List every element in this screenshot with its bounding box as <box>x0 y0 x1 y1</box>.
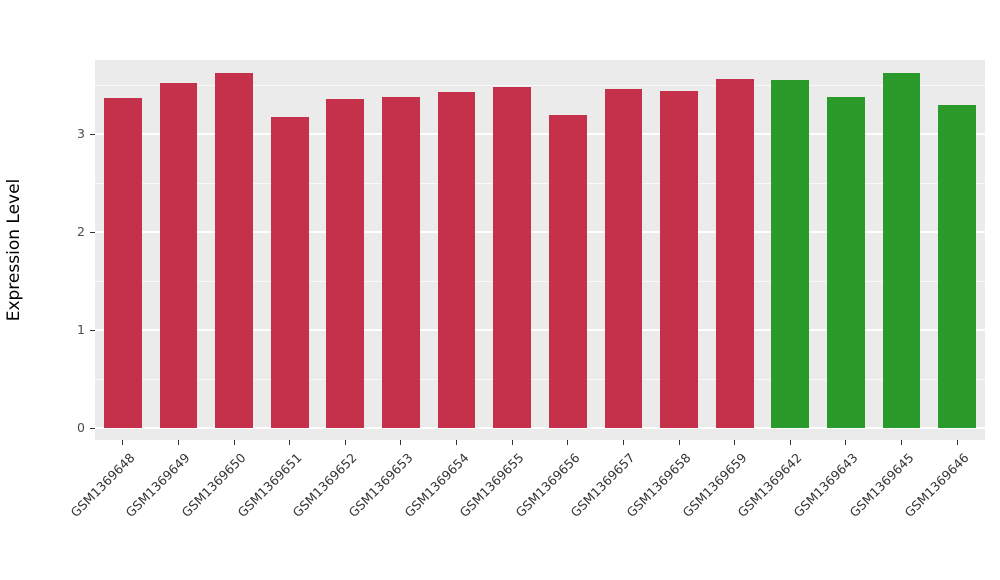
y-axis-title-text: Expression Level <box>4 178 24 322</box>
x-tick-mark <box>233 440 235 445</box>
minor-gridline <box>95 182 985 184</box>
x-tick-mark <box>678 440 680 445</box>
y-tick-label: 0 <box>77 420 85 436</box>
bar <box>215 72 253 429</box>
bar <box>882 72 921 429</box>
x-tick-mark <box>956 440 958 445</box>
bar <box>270 116 309 429</box>
bar <box>771 79 810 429</box>
bar <box>827 97 865 429</box>
x-tick-mark <box>789 440 791 445</box>
bar <box>382 97 420 429</box>
bar <box>938 105 977 429</box>
y-tick-mark <box>90 133 95 135</box>
y-tick-label: 2 <box>77 224 85 240</box>
bar <box>437 92 476 429</box>
major-gridline <box>95 231 985 234</box>
bar <box>660 91 698 429</box>
x-tick-mark <box>456 440 458 445</box>
bar <box>493 87 532 429</box>
minor-gridline <box>95 280 985 282</box>
y-tick-label: 1 <box>77 322 85 338</box>
x-tick-mark <box>511 440 513 445</box>
x-tick-mark <box>344 440 346 445</box>
bar <box>715 78 754 429</box>
y-tick-mark <box>90 427 95 429</box>
bar <box>548 114 587 429</box>
x-tick-mark <box>122 440 124 445</box>
bar <box>604 89 643 429</box>
plot-panel <box>95 60 985 440</box>
bar <box>159 82 198 429</box>
minor-gridline <box>95 378 985 380</box>
minor-gridline <box>95 84 985 86</box>
x-tick-mark <box>289 440 291 445</box>
major-gridline <box>95 427 985 430</box>
bar <box>326 99 365 429</box>
y-tick-label: 3 <box>77 126 85 142</box>
x-tick-mark <box>177 440 179 445</box>
y-tick-mark <box>90 329 95 331</box>
x-tick-mark <box>400 440 402 445</box>
major-gridline <box>95 329 985 332</box>
x-tick-mark <box>622 440 624 445</box>
x-tick-mark <box>901 440 903 445</box>
major-gridline <box>95 133 985 136</box>
x-tick-mark <box>845 440 847 445</box>
y-tick-mark <box>90 231 95 233</box>
bar <box>103 98 142 429</box>
x-tick-mark <box>734 440 736 445</box>
x-tick-mark <box>567 440 569 445</box>
